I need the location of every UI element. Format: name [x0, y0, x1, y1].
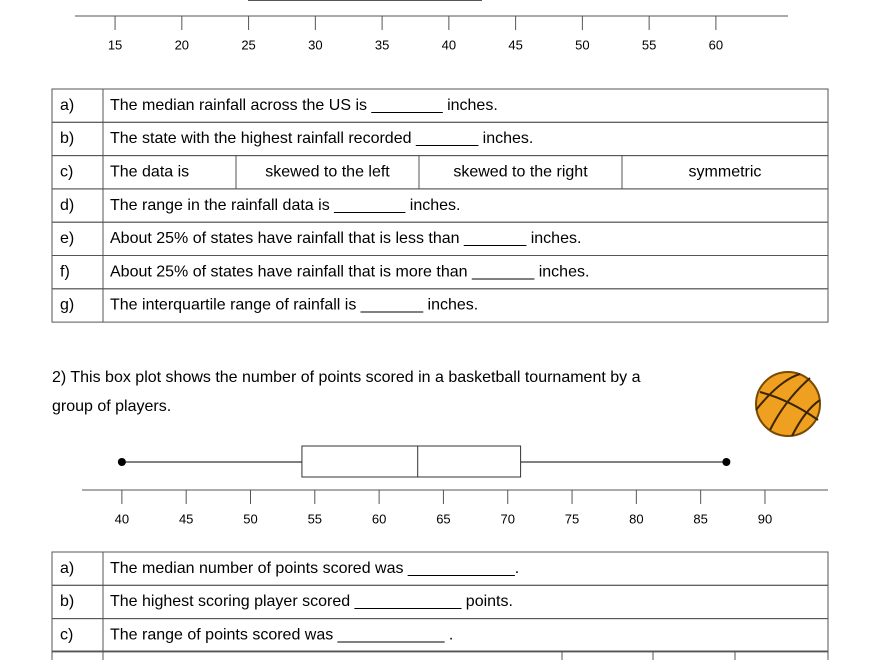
answer-option: skewed to the right — [453, 163, 588, 180]
row-label: b) — [60, 593, 74, 610]
min-point — [117, 458, 126, 466]
row-label: d) — [60, 197, 74, 214]
row-label: c) — [60, 163, 73, 180]
row-label: c) — [60, 626, 73, 643]
question-text: group of players. — [52, 398, 171, 415]
answer-option: skewed to the left — [265, 163, 390, 180]
row-text: The interquartile range of rainfall is _… — [110, 297, 478, 314]
tick-label: 45 — [179, 511, 193, 526]
partial-row — [51, 650, 829, 660]
tick-label: 40 — [442, 37, 456, 52]
row-text: The highest scoring player scored ______… — [110, 593, 513, 610]
tick-label: 85 — [693, 511, 707, 526]
table-row — [51, 618, 829, 653]
row-label: f) — [60, 263, 70, 280]
row-label: a) — [60, 560, 74, 577]
tick-label: 30 — [308, 37, 322, 52]
row-text: About 25% of states have rainfall that i… — [110, 230, 581, 247]
tick-label: 20 — [175, 37, 189, 52]
tick-label: 80 — [629, 511, 643, 526]
tick-label: 35 — [375, 37, 389, 52]
row-label: e) — [60, 230, 74, 247]
tick-label: 60 — [372, 511, 386, 526]
tick-label: 50 — [575, 37, 589, 52]
table-row — [51, 288, 829, 323]
basketball-icon — [755, 371, 821, 437]
tick-label: 60 — [709, 37, 723, 52]
tick-label: 55 — [308, 511, 322, 526]
row-text: About 25% of states have rainfall that i… — [110, 263, 589, 280]
row-text: The median number of points scored was _… — [110, 560, 519, 577]
row-text: The median rainfall across the US is ___… — [110, 97, 498, 114]
tick-label: 15 — [108, 37, 122, 52]
row-text: The state with the highest rainfall reco… — [110, 130, 533, 147]
tick-label: 25 — [241, 37, 255, 52]
tick-label: 50 — [243, 511, 257, 526]
tick-label: 55 — [642, 37, 656, 52]
tick-label: 40 — [115, 511, 129, 526]
tick-label: 65 — [436, 511, 450, 526]
tick-label: 90 — [758, 511, 772, 526]
row-text: The range in the rainfall data is ______… — [110, 197, 460, 214]
row-text: The range of points scored was _________… — [110, 626, 453, 643]
row-label: b) — [60, 130, 74, 147]
tick-label: 75 — [565, 511, 579, 526]
max-point — [722, 458, 731, 466]
tick-label: 45 — [508, 37, 522, 52]
question-text: 2) This box plot shows the number of poi… — [52, 369, 641, 386]
answer-option: symmetric — [689, 163, 762, 180]
box — [301, 445, 522, 478]
row-label: a) — [60, 97, 74, 114]
row-label: g) — [60, 297, 74, 314]
tick-label: 70 — [501, 511, 515, 526]
row-text: The data is — [110, 163, 189, 180]
